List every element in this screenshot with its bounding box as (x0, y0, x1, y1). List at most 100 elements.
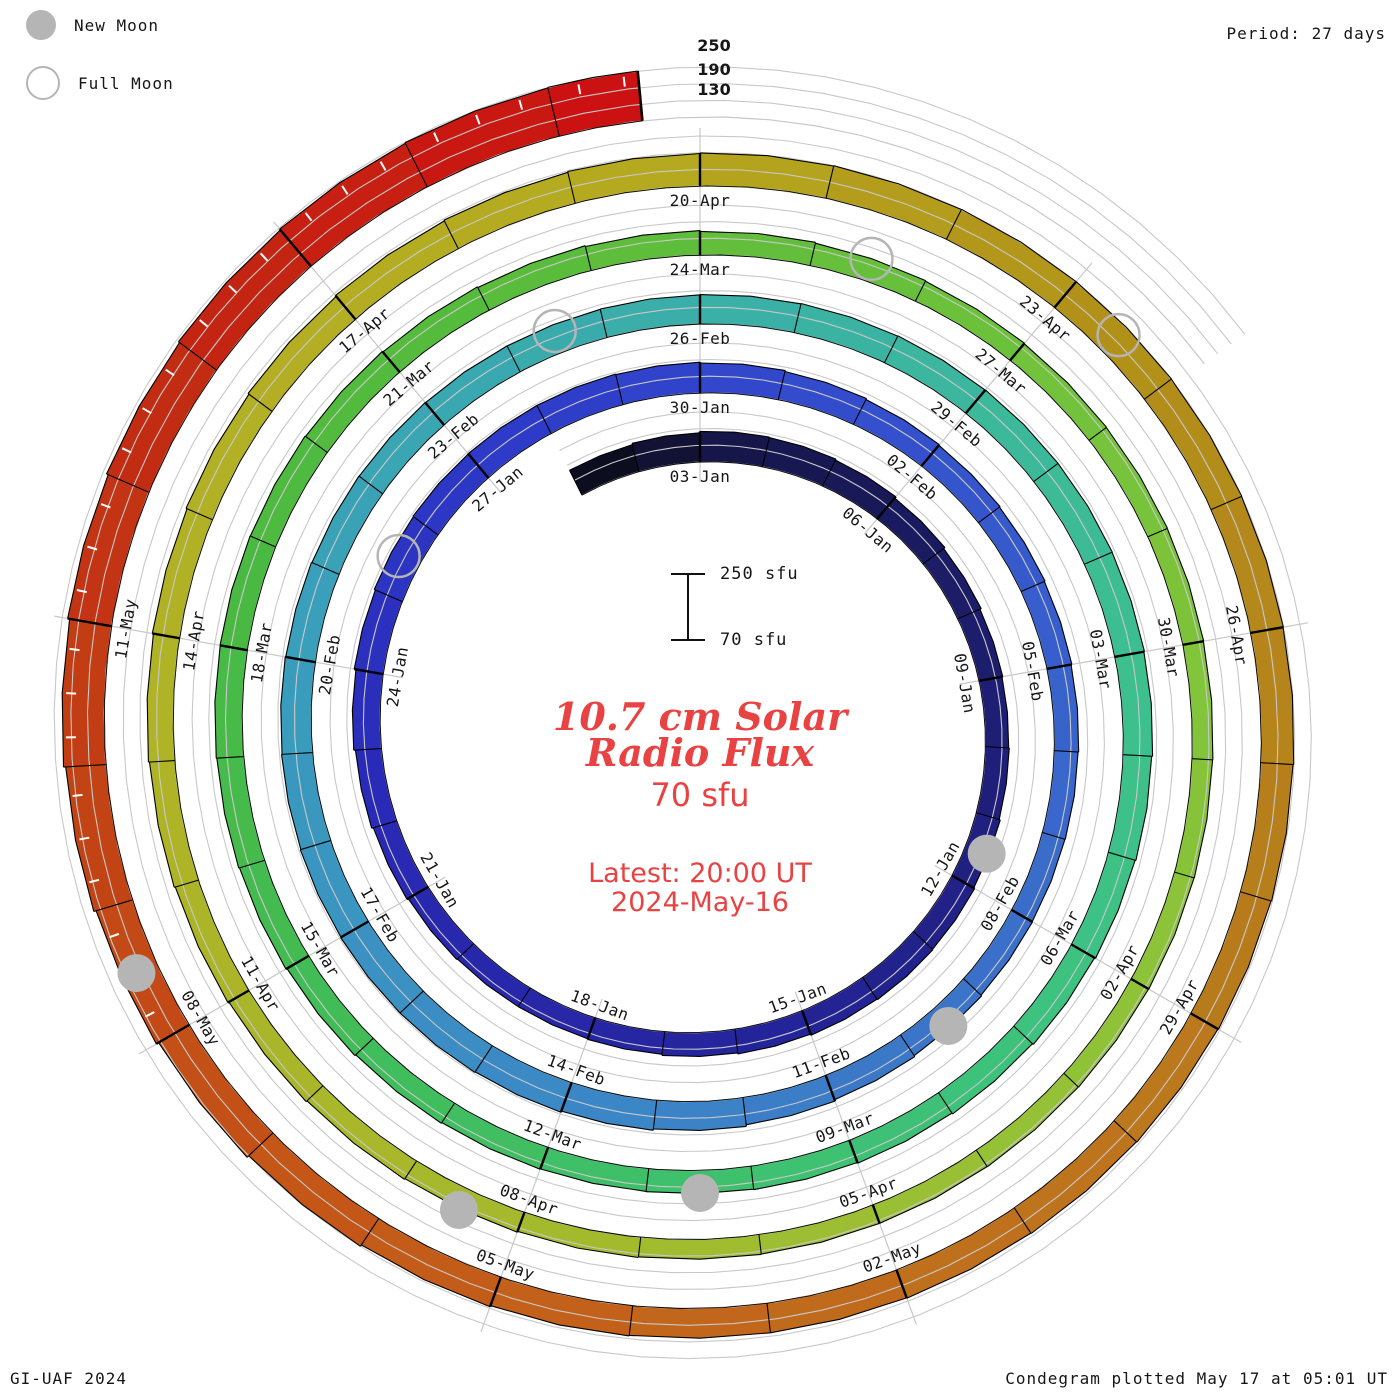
new-moon-marker (117, 954, 156, 993)
segment-outer-edge (1136, 1028, 1219, 1143)
day-segment (662, 1029, 738, 1057)
segment-outer-edge (653, 1125, 747, 1131)
segment-outer-edge (810, 998, 878, 1036)
segment-outer-edge (952, 1043, 1033, 1115)
segment-outer-edge (158, 1042, 248, 1158)
segment-outer-edge (358, 402, 426, 477)
day-boundary-tick (403, 1160, 417, 1180)
measurement-tick (475, 114, 481, 125)
measurement-tick (109, 932, 120, 939)
segment-outer-edge (219, 535, 251, 646)
segment-outer-edge (877, 949, 934, 1001)
segment-outer-edge (1095, 860, 1136, 959)
day-segment (507, 309, 607, 372)
day-segment (214, 645, 248, 759)
day-segment (849, 1092, 952, 1164)
segment-outer-edge (925, 280, 1025, 344)
day-segment (913, 875, 975, 950)
day-segment (567, 153, 700, 204)
day-boundary-tick (354, 1038, 374, 1056)
day-segment (938, 1026, 1033, 1114)
day-segment (872, 1150, 988, 1224)
segment-outer-edge (1030, 1141, 1137, 1234)
day-boundary-tick (358, 475, 383, 495)
new-moon-marker (929, 1006, 968, 1045)
day-segment (311, 476, 383, 575)
day-segment (632, 432, 700, 472)
day-boundary-tick (645, 1168, 650, 1192)
segment-outer-edge (894, 497, 946, 548)
segment-outer-edge (1193, 759, 1214, 879)
day-boundary-tick (871, 1204, 881, 1224)
day-boundary-tick (1020, 580, 1046, 592)
day-boundary-tick (516, 1211, 526, 1233)
segment-outer-edge (185, 393, 250, 509)
scalebar-max-label: 250 sfu (720, 564, 799, 584)
segment-outer-edge (382, 286, 478, 353)
day-boundary-tick (340, 920, 369, 939)
day-segment (923, 548, 982, 619)
segment-outer-edge (784, 370, 867, 400)
segment-outer-edge (214, 645, 221, 759)
segment-outer-edge (833, 165, 962, 211)
segment-outer-edge (279, 142, 406, 230)
day-segment (547, 71, 643, 136)
day-segment (186, 394, 272, 520)
day-segment (1071, 852, 1136, 959)
day-segment (106, 342, 217, 493)
day-boundary-tick (848, 1139, 859, 1164)
day-boundary-tick (900, 1034, 916, 1057)
segment-outer-edge (146, 633, 154, 763)
day-segment (1147, 528, 1204, 645)
segment-outer-edge (585, 230, 701, 248)
segment-outer-edge (638, 1253, 762, 1260)
day-segment (158, 1025, 273, 1158)
day-segment (877, 498, 945, 564)
day-segment (1114, 651, 1153, 757)
day-segment (751, 1140, 858, 1190)
segment-outer-edge (999, 506, 1046, 582)
day-segment (382, 286, 490, 372)
date-label: 26-Feb (670, 329, 731, 348)
day-segment (778, 371, 867, 425)
segment-outer-edge (567, 152, 701, 173)
legend-full-moon: Full Moon (26, 66, 174, 100)
day-boundary-tick (406, 885, 429, 901)
day-boundary-tick (824, 1075, 837, 1102)
day-boundary-tick (476, 286, 490, 311)
segment-outer-edge (1218, 900, 1272, 1030)
day-boundary-tick (178, 341, 217, 371)
date-label: 20-Apr (670, 191, 731, 210)
day-boundary-tick (506, 345, 521, 372)
segment-outer-edge (986, 1086, 1079, 1168)
segment-outer-edge (67, 474, 109, 619)
segment-outer-edge (490, 1305, 630, 1337)
day-segment (361, 1218, 501, 1307)
day-boundary-tick (1250, 625, 1284, 635)
segment-outer-edge (1282, 627, 1295, 765)
day-segment (978, 507, 1046, 592)
scalebar-min-label: 70 sfu (720, 630, 788, 650)
day-boundary-tick (801, 1010, 813, 1036)
day-segment (152, 508, 213, 639)
day-boundary-tick (599, 308, 608, 338)
day-boundary-tick (978, 675, 1004, 682)
segment-outer-edge (404, 87, 548, 144)
segment-outer-edge (311, 475, 360, 563)
day-boundary-tick (219, 644, 248, 652)
chart-title-line2: Radio Flux (585, 730, 815, 775)
day-segment (335, 220, 459, 320)
day-segment (1013, 944, 1095, 1045)
day-segment (216, 756, 265, 869)
day-segment (979, 676, 1009, 748)
day-boundary-tick (809, 242, 817, 266)
day-segment (67, 474, 149, 627)
segment-outer-edge (1023, 343, 1108, 428)
day-segment (561, 1082, 657, 1131)
measurement-tick (199, 319, 209, 328)
day-boundary-tick (862, 977, 878, 1000)
day-segment (300, 840, 369, 938)
segment-outer-edge (1001, 676, 1010, 749)
day-boundary-tick (1054, 750, 1079, 753)
day-boundary-tick (922, 547, 946, 565)
